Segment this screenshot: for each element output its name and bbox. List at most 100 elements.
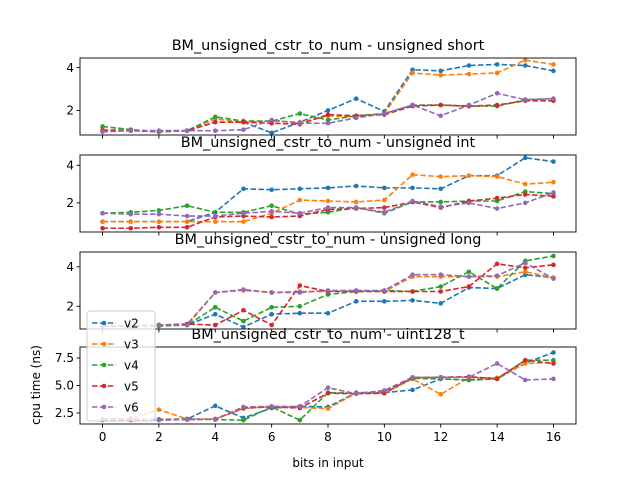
data-point-v3 bbox=[494, 70, 500, 76]
data-point-v4 bbox=[466, 269, 472, 275]
data-point-v6 bbox=[551, 96, 556, 101]
data-point-v6 bbox=[353, 205, 359, 210]
subplot-title: BM_unsigned_cstr_to_num - uint128_t bbox=[191, 327, 465, 343]
data-point-v2 bbox=[212, 403, 218, 409]
data-point-v6 bbox=[466, 200, 472, 206]
data-point-v3 bbox=[410, 172, 415, 178]
data-point-v6 bbox=[410, 374, 415, 380]
data-point-v2 bbox=[325, 108, 331, 113]
data-point-v6 bbox=[212, 416, 218, 422]
data-point-v6 bbox=[438, 374, 444, 380]
data-point-v2 bbox=[438, 68, 444, 74]
data-point-v5 bbox=[551, 194, 556, 199]
data-point-v5 bbox=[212, 119, 218, 125]
data-point-v2 bbox=[269, 187, 274, 193]
y-tick-label: 2 bbox=[66, 196, 74, 210]
legend-entry-v6: v6 bbox=[92, 400, 139, 414]
data-point-v3 bbox=[156, 219, 162, 224]
data-point-v6 bbox=[325, 288, 331, 293]
data-point-v5 bbox=[269, 322, 274, 328]
x-tick-label: 16 bbox=[546, 430, 561, 444]
x-axis-label: bits in input bbox=[292, 456, 364, 470]
data-point-v5 bbox=[269, 120, 274, 126]
data-point-v5 bbox=[438, 102, 444, 108]
data-point-v2 bbox=[551, 159, 556, 164]
data-point-v6 bbox=[438, 113, 444, 119]
data-point-v6 bbox=[494, 206, 500, 211]
data-point-v6 bbox=[382, 209, 387, 215]
data-point-v6 bbox=[551, 190, 556, 195]
data-point-v2 bbox=[269, 311, 274, 317]
data-point-v4 bbox=[297, 111, 303, 116]
data-point-v6 bbox=[522, 260, 528, 266]
data-point-v6 bbox=[241, 404, 246, 410]
data-point-v6 bbox=[410, 272, 415, 278]
data-point-v5 bbox=[128, 225, 134, 231]
legend-marker-v3 bbox=[101, 341, 107, 347]
data-point-v6 bbox=[466, 274, 472, 279]
data-point-v2 bbox=[410, 67, 415, 73]
x-tick-label: 0 bbox=[99, 430, 107, 444]
data-point-v3 bbox=[353, 199, 359, 205]
data-point-v6 bbox=[269, 209, 274, 214]
data-point-v5 bbox=[522, 357, 528, 363]
data-point-v3 bbox=[100, 219, 105, 224]
data-point-v5 bbox=[438, 289, 444, 294]
data-point-v6 bbox=[494, 90, 500, 96]
data-point-v5 bbox=[494, 261, 500, 267]
y-tick-label: 2 bbox=[66, 104, 74, 118]
data-point-v2 bbox=[382, 185, 387, 191]
y-tick-label: 2 bbox=[66, 299, 74, 313]
x-tick-label: 14 bbox=[489, 430, 504, 444]
data-point-v2 bbox=[522, 155, 528, 161]
data-point-v2 bbox=[297, 310, 303, 316]
data-point-v3 bbox=[438, 392, 444, 397]
data-point-v6 bbox=[353, 391, 359, 397]
data-point-v4 bbox=[212, 304, 218, 310]
data-point-v5 bbox=[494, 376, 500, 382]
data-point-v3 bbox=[156, 407, 162, 413]
y-tick-label: 7.5 bbox=[55, 351, 74, 365]
y-tick-label: 4 bbox=[66, 159, 74, 173]
x-tick-label: 2 bbox=[155, 430, 163, 444]
legend-box bbox=[86, 310, 156, 422]
data-point-v3 bbox=[212, 219, 218, 224]
data-point-v6 bbox=[353, 115, 359, 121]
data-point-v6 bbox=[128, 128, 134, 134]
data-point-v2 bbox=[353, 299, 359, 304]
data-point-v6 bbox=[212, 128, 218, 134]
data-point-v5 bbox=[410, 289, 415, 294]
data-point-v2 bbox=[410, 185, 415, 191]
data-point-v2 bbox=[297, 186, 303, 192]
legend-label-v2: v2 bbox=[124, 316, 139, 330]
data-point-v4 bbox=[325, 117, 331, 123]
data-point-v3 bbox=[438, 72, 444, 78]
data-point-v6 bbox=[184, 322, 190, 328]
data-point-v3 bbox=[551, 179, 556, 185]
data-point-v6 bbox=[382, 111, 387, 116]
legend-entry-v3: v3 bbox=[92, 337, 139, 351]
data-point-v2 bbox=[438, 186, 444, 192]
data-point-v4 bbox=[241, 318, 246, 324]
data-point-v2 bbox=[466, 63, 472, 68]
data-point-v3 bbox=[184, 219, 190, 224]
data-point-v2 bbox=[241, 324, 246, 330]
data-point-v6 bbox=[269, 290, 274, 295]
data-point-v6 bbox=[466, 374, 472, 380]
data-point-v3 bbox=[325, 406, 331, 411]
data-point-v5 bbox=[466, 284, 472, 289]
data-point-v3 bbox=[241, 219, 246, 224]
data-point-v3 bbox=[466, 71, 472, 77]
y-tick-label: 4 bbox=[66, 61, 74, 75]
data-point-v6 bbox=[212, 290, 218, 295]
subplot-title: BM_unsigned_cstr_to_num - unsigned long bbox=[175, 232, 482, 248]
data-point-v3 bbox=[522, 269, 528, 275]
subplot-title: BM_unsigned_cstr_to_num - unsigned short bbox=[172, 38, 485, 54]
data-point-v6 bbox=[410, 198, 415, 204]
data-point-v3 bbox=[410, 70, 415, 76]
series-line-v5 bbox=[102, 193, 554, 230]
data-point-v6 bbox=[156, 128, 162, 134]
data-point-v5 bbox=[241, 307, 246, 313]
y-tick-label: 4 bbox=[66, 260, 74, 274]
data-point-v6 bbox=[494, 273, 500, 278]
